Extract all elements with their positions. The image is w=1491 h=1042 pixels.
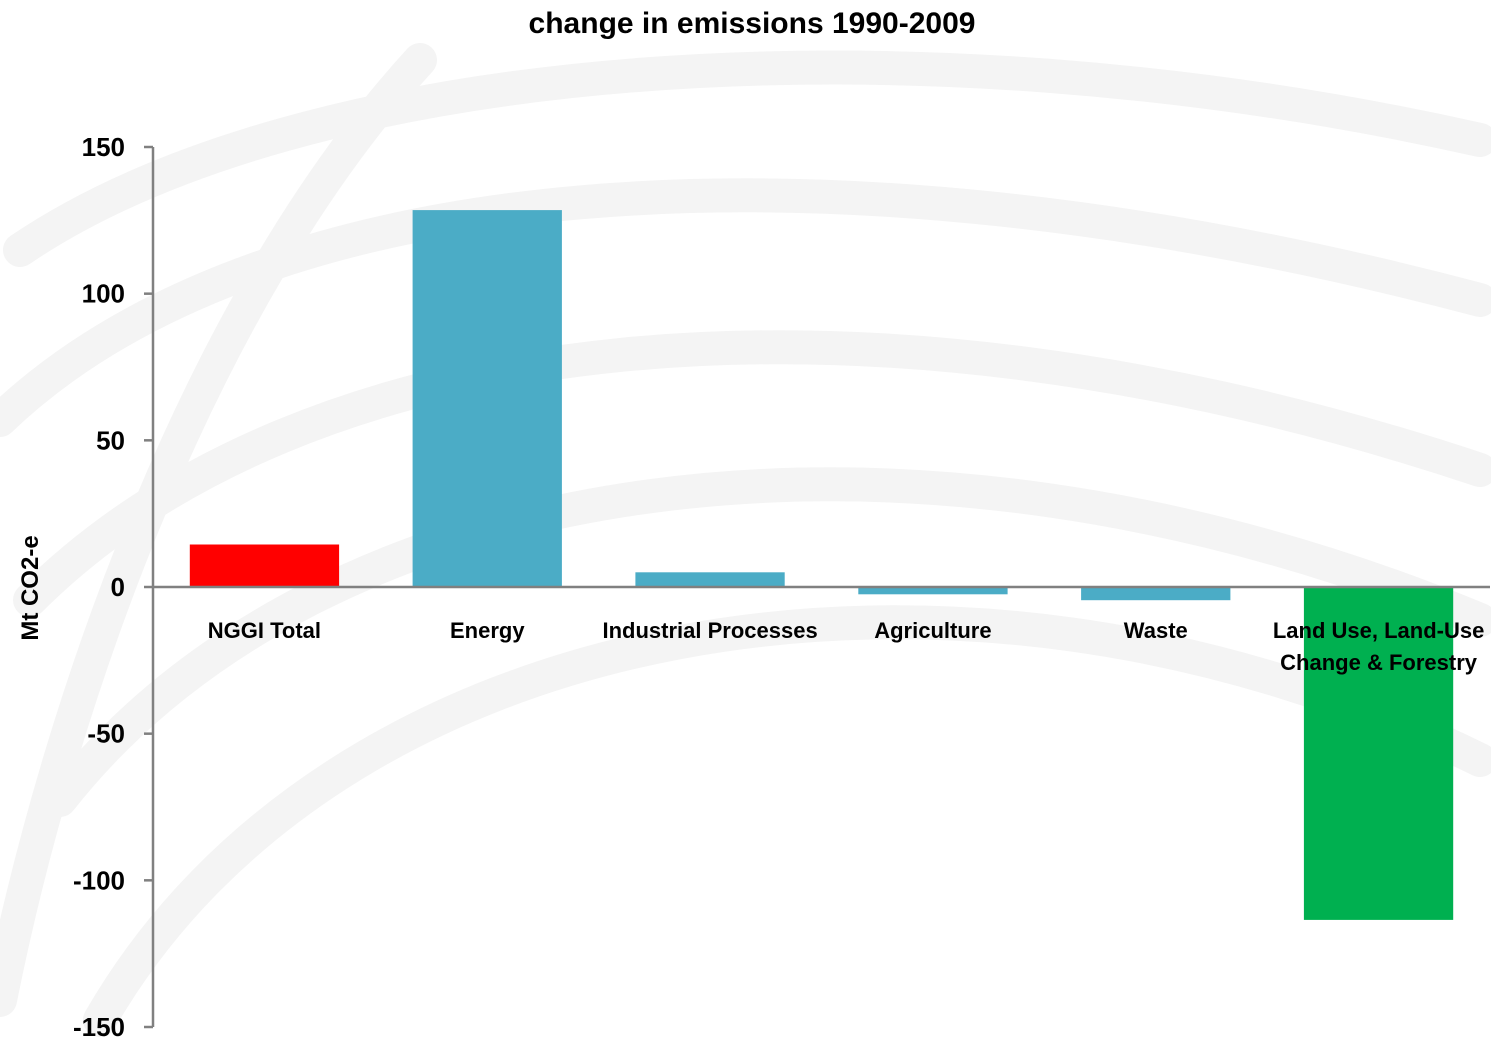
category-label-0: NGGI Total	[208, 618, 321, 643]
y-axis-title: Mt CO2-e	[17, 535, 44, 640]
category-label-5: Change & Forestry	[1280, 650, 1478, 675]
y-tick-label: 100	[82, 279, 125, 309]
y-tick-label: 0	[111, 572, 125, 602]
bar-1	[412, 210, 562, 587]
background-swoosh	[0, 43, 437, 1017]
chart-title: change in emissions 1990-2009	[529, 7, 976, 40]
bar-5	[1303, 587, 1454, 920]
background-swoosh	[83, 605, 1491, 1037]
axes	[151, 147, 1490, 1027]
bar-3	[858, 587, 1008, 595]
y-tick-label: 150	[82, 132, 125, 162]
bars	[189, 210, 1454, 920]
bar-0	[189, 544, 340, 587]
category-label-4: Waste	[1124, 618, 1188, 643]
background-swoosh	[43, 467, 1491, 817]
category-label-2: Industrial Processes	[602, 618, 817, 643]
category-label-5: Land Use, Land-Use	[1273, 618, 1484, 643]
background-swoosh	[3, 50, 1491, 267]
bar-2	[635, 572, 785, 587]
background-swooshes	[0, 43, 1491, 1037]
y-axis-ticks: 150 100 50 0 -50 -100 -150	[73, 132, 153, 1042]
y-tick-label: -50	[87, 719, 125, 749]
y-tick-label: -100	[73, 865, 125, 895]
category-label-1: Energy	[450, 618, 525, 643]
y-tick-label: -150	[73, 1012, 125, 1042]
y-tick-label: 50	[96, 425, 125, 455]
bar-4	[1081, 587, 1231, 601]
category-labels: NGGI Total Energy Industrial Processes Agri…	[208, 618, 1485, 675]
category-label-3: Agriculture	[874, 618, 991, 643]
background-swoosh	[0, 178, 1491, 437]
